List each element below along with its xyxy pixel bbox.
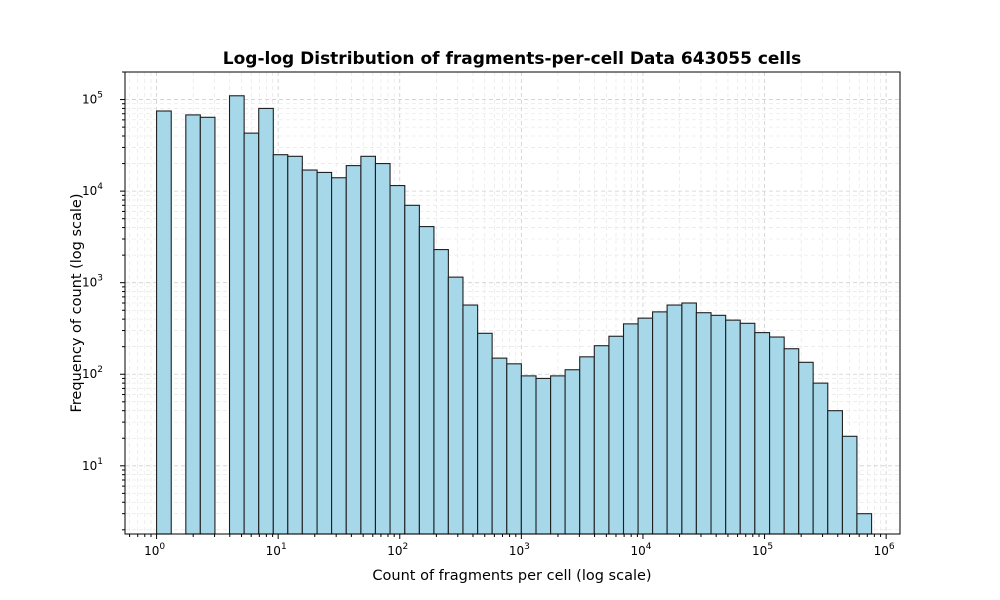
histogram-bar [418,226,435,535]
histogram-bar [433,249,449,535]
histogram-bar [360,155,376,535]
histogram-bar [156,110,172,535]
histogram-bar [841,435,858,535]
histogram-bar [404,204,420,535]
x-axis-label: Count of fragments per cell (log scale) [372,568,651,584]
y-axis-label: Frequency of count (log scale) [69,193,85,412]
histogram-bar [622,323,639,535]
x-tick-label: 105 [752,542,773,558]
x-tick-label: 101 [266,542,287,558]
histogram-bar [725,319,741,535]
histogram-bar [301,169,318,535]
x-tick-label: 100 [144,542,165,558]
x-tick-label: 104 [630,542,651,558]
chart-title: Log-log Distribution of fragments-per-ce… [223,49,801,69]
histogram-bar [477,332,493,535]
histogram-bar [681,302,697,535]
histogram-bar [739,322,756,535]
histogram-bar [345,165,362,535]
histogram-bar [856,513,873,535]
histogram-bar [462,304,479,535]
histogram-bars [156,95,873,535]
y-tick-label: 103 [82,274,103,290]
histogram-bar [228,95,245,535]
histogram-bar [637,317,654,535]
histogram-bar [287,155,303,535]
histogram-bar [535,377,552,535]
histogram-bar [185,114,201,535]
histogram-bar [695,312,712,535]
histogram-bar [447,276,464,535]
histogram-bar [783,348,800,535]
histogram-bar [331,177,347,535]
y-tick-label: 101 [82,457,103,473]
histogram-bar [579,356,595,535]
histogram-bar [593,345,610,535]
y-tick-label: 105 [82,91,103,107]
histogram-bar [769,336,785,535]
histogram-bar [272,154,289,535]
histogram-bar [710,314,727,535]
histogram-bar [258,107,274,535]
histogram-bar [491,357,508,535]
histogram-bar [754,332,771,535]
histogram-bar [564,369,581,535]
histogram-bar [652,311,668,535]
histogram-bar [243,132,260,535]
x-tick-label: 102 [387,542,408,558]
histogram-bar [798,361,814,535]
y-tick-label: 102 [82,365,103,381]
histogram-bar [666,304,683,535]
histogram-bar [550,375,566,535]
x-tick-label: 103 [509,542,530,558]
y-tick-label: 104 [82,182,103,198]
histogram-bar [316,171,333,535]
histogram-bar [374,163,391,535]
x-axis-ticks: 100 101 102 103 104 105 106 [129,534,895,558]
histogram-bar [812,382,829,535]
histogram-bar [199,116,216,535]
histogram-bar [608,335,625,535]
histogram-bar [520,375,537,535]
x-tick-label: 106 [874,542,895,558]
histogram-bar [827,410,843,535]
histogram-bar [506,363,522,535]
histogram-bar [389,185,406,535]
y-axis-ticks: 101 102 103 104 105 [82,71,125,531]
